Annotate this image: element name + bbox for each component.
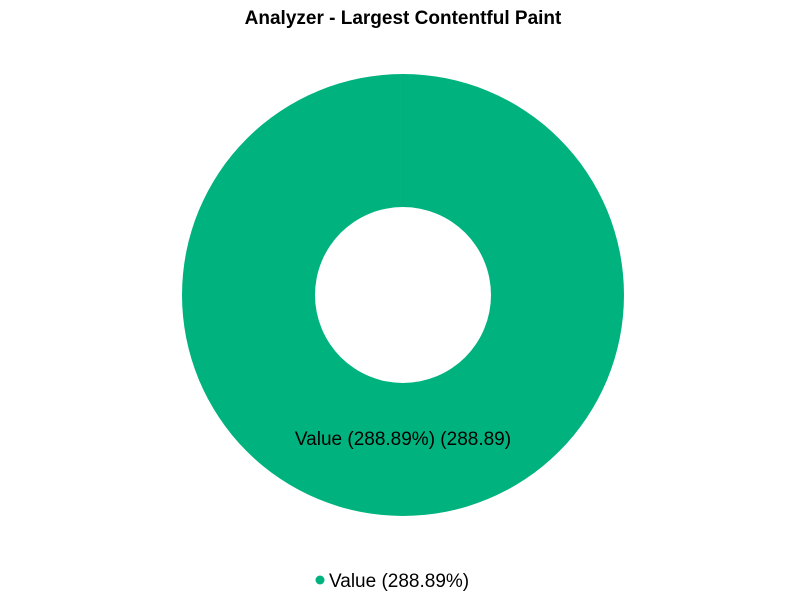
legend: Value (288.89%) xyxy=(315,571,469,592)
slices-group xyxy=(182,74,624,516)
legend-marker xyxy=(315,575,325,585)
legend-label[interactable]: Value (288.89%) xyxy=(329,571,469,592)
chart-title: Analyzer - Largest Contentful Paint xyxy=(245,8,562,29)
slice-data-label: Value (288.89%) (288.89) xyxy=(295,429,511,450)
pie-slice-0[interactable] xyxy=(182,74,624,516)
